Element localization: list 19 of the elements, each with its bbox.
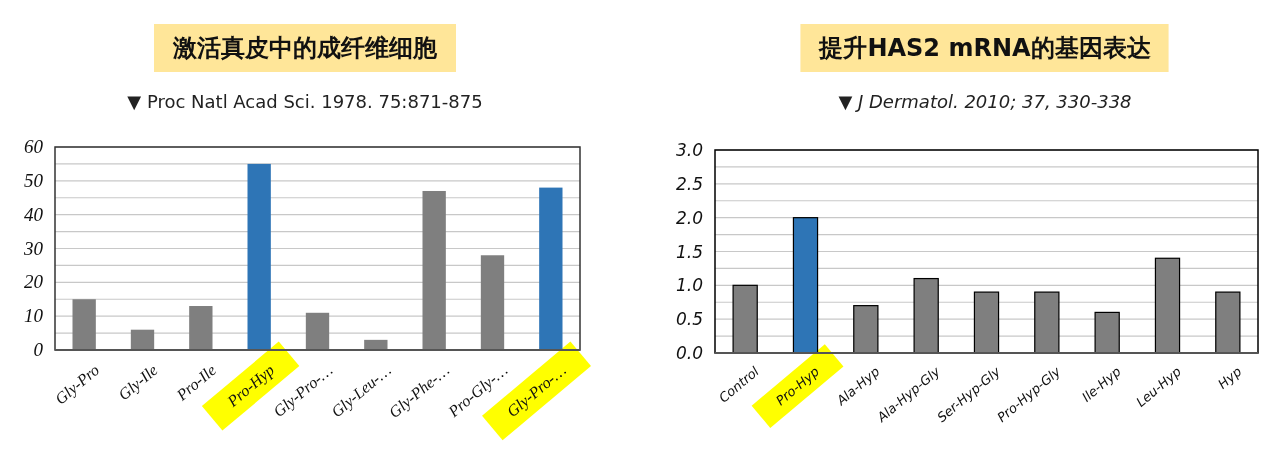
- chart-title: 提升HAS2 mRNA的基因表达: [818, 34, 1151, 62]
- y-tick-label: 2.0: [675, 207, 703, 228]
- y-tick-label: 1.0: [675, 275, 703, 296]
- x-tick-label: Hyp: [1215, 363, 1245, 392]
- y-tick-label: 0.5: [675, 309, 703, 330]
- chart-subtitle: ▼ J Dermatol. 2010; 37, 330-338: [838, 91, 1132, 112]
- y-tick-label: 40: [24, 203, 44, 225]
- y-tick-label: 0.0: [675, 343, 703, 363]
- y-tick-label: 30: [23, 237, 44, 259]
- y-tick-label: 1.5: [675, 241, 703, 262]
- y-tick-label: 20: [24, 271, 44, 293]
- y-tick-label: 3.0: [675, 140, 703, 160]
- y-tick-label: 60: [24, 136, 44, 157]
- y-tick-label: 50: [24, 169, 44, 191]
- y-tick-label: 2.5: [675, 173, 703, 194]
- chart-title: 激活真皮中的成纤维细胞: [172, 34, 438, 62]
- y-tick-label: 10: [24, 305, 44, 327]
- chart-subtitle: ▼ Proc Natl Acad Sci. 1978. 75:871-875: [127, 91, 483, 112]
- y-tick-label: 0: [33, 339, 44, 360]
